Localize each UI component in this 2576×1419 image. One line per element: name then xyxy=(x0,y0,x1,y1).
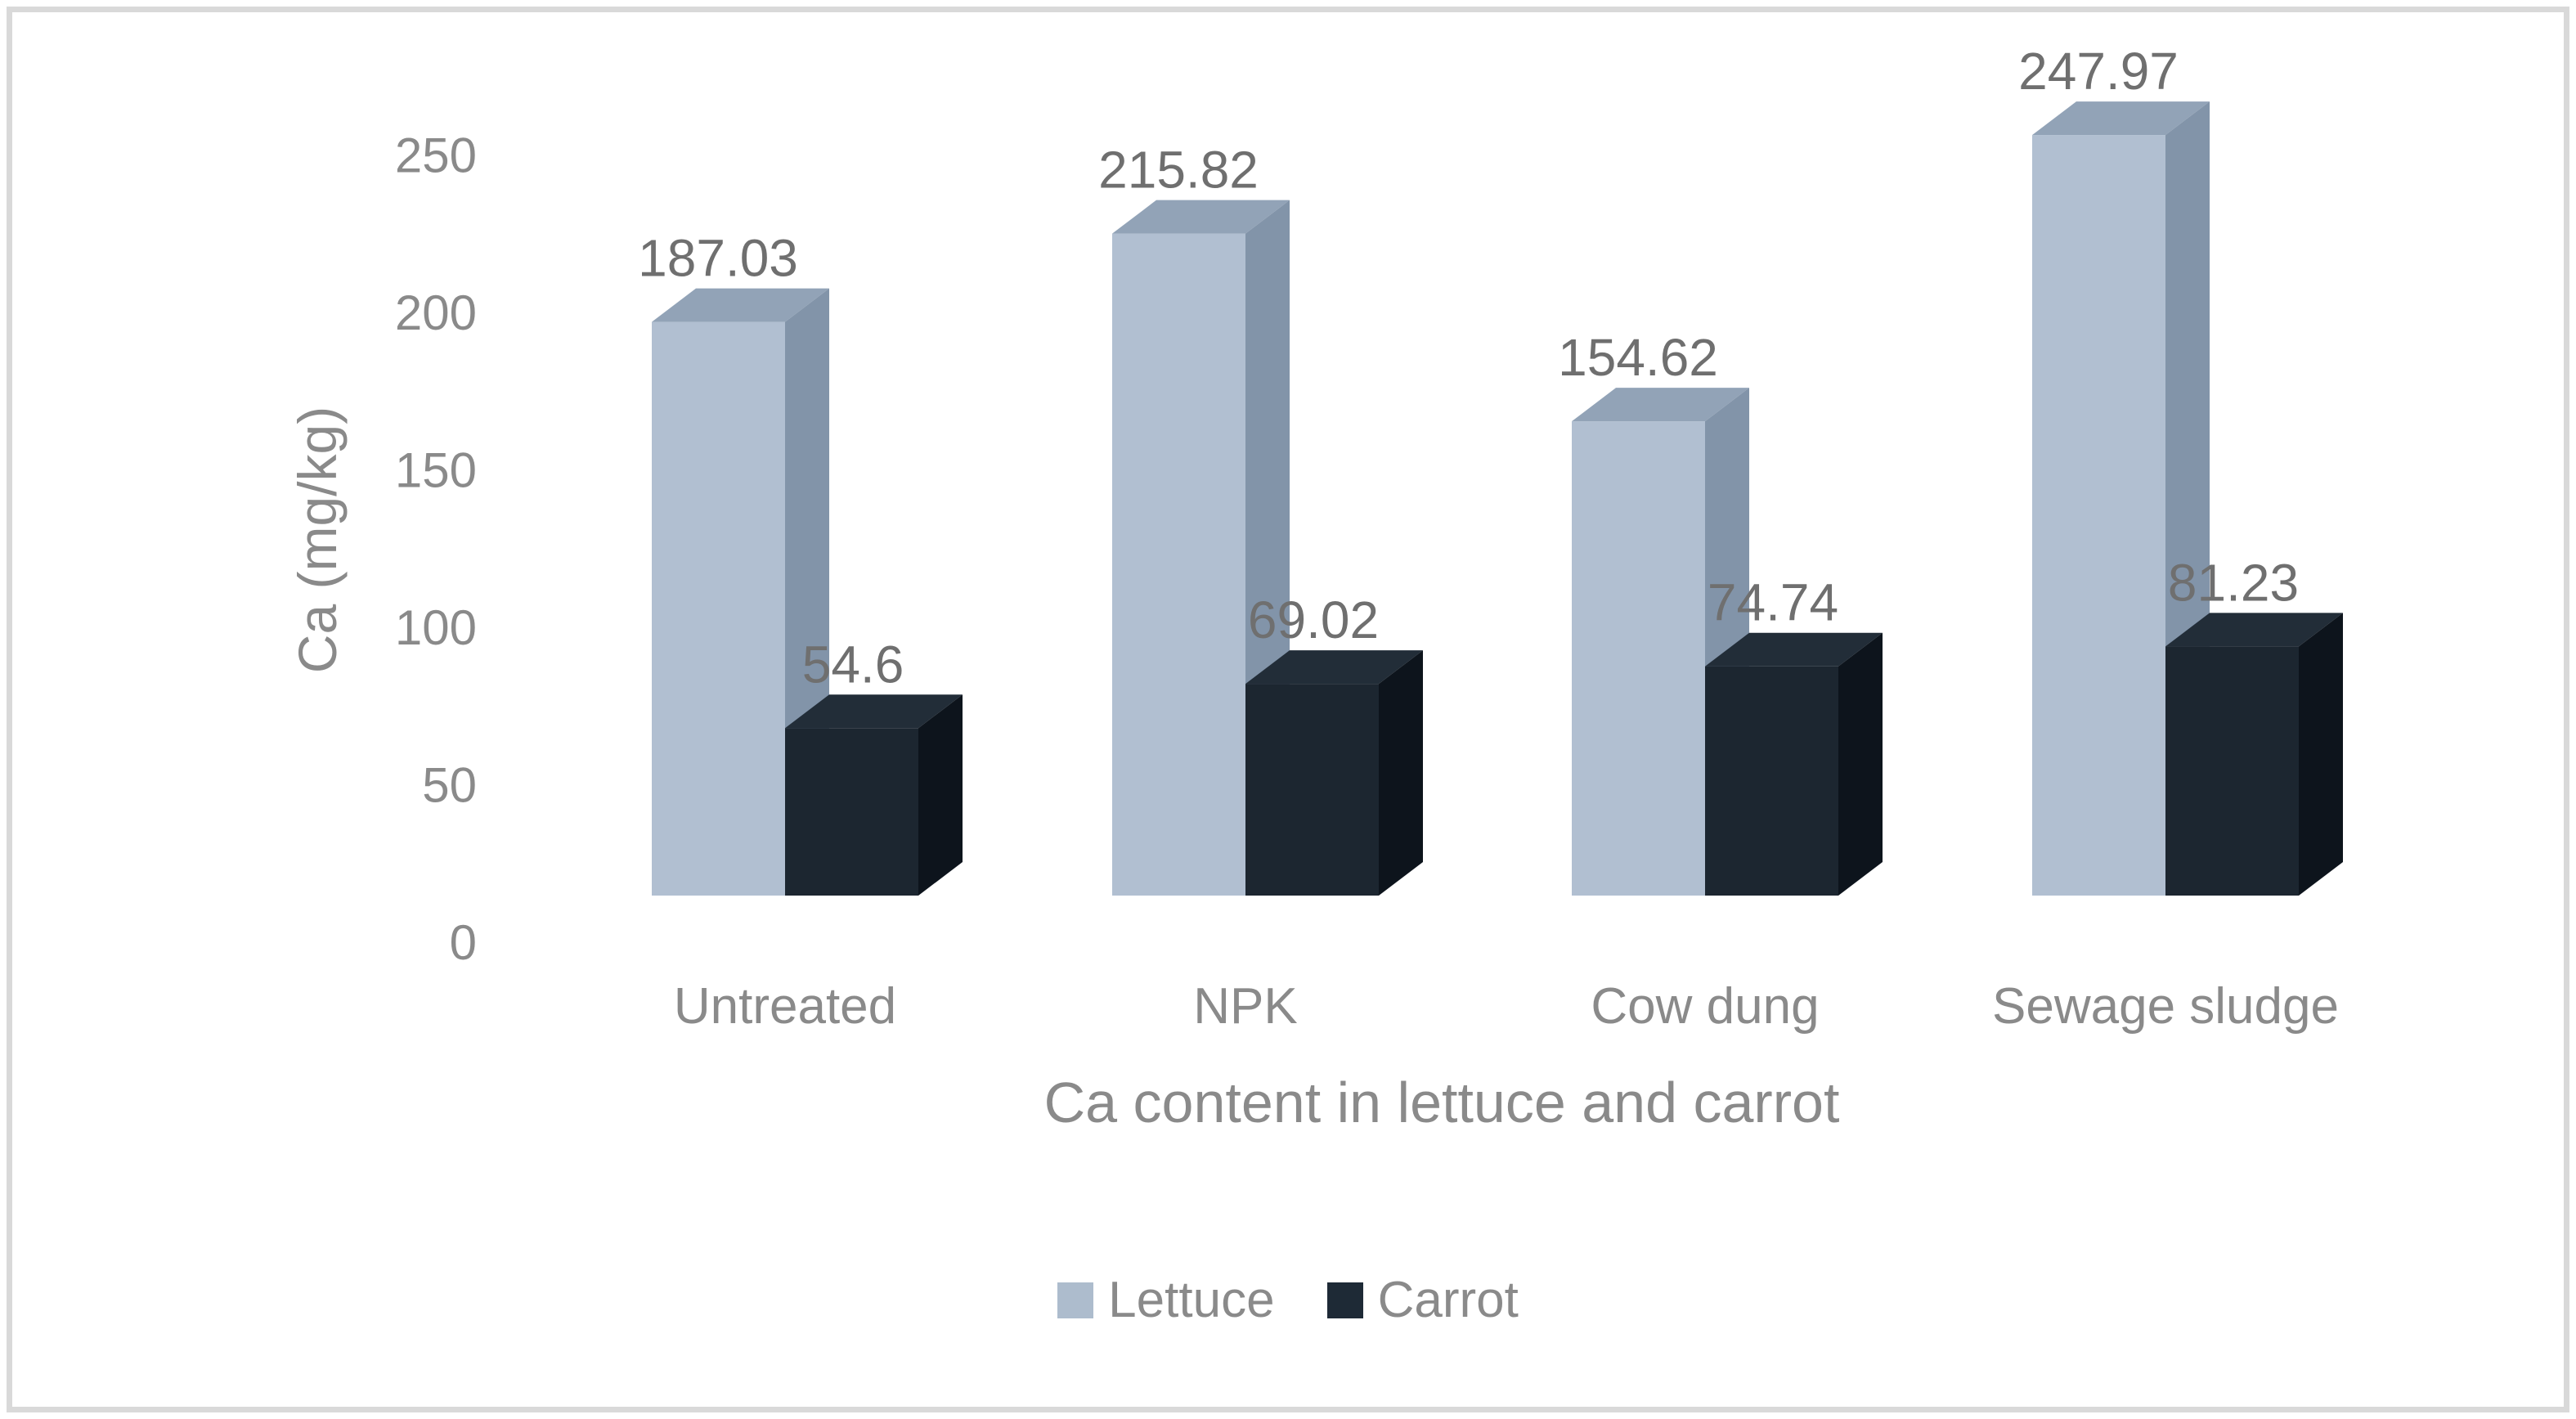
data-label-carrot-1: 69.02 xyxy=(1248,591,1379,649)
legend-label-carrot: Carrot xyxy=(1377,1272,1519,1328)
legend-item-lettuce: Lettuce xyxy=(1057,1272,1275,1328)
y-axis-title: Ca (mg/kg) xyxy=(287,406,348,674)
bar-lettuce-2-front xyxy=(1572,421,1705,896)
y-tick-100: 100 xyxy=(395,600,477,655)
bar-carrot-0-side xyxy=(918,694,963,896)
y-tick-150: 150 xyxy=(395,443,477,498)
bar-carrot-3-top xyxy=(2165,613,2343,647)
category-label-npk: NPK xyxy=(1193,978,1297,1035)
carrot-swatch-icon xyxy=(1326,1282,1363,1318)
bar-carrot-3-side xyxy=(2299,613,2343,896)
bar-lettuce-2-top xyxy=(1572,388,1749,422)
x-axis-title: Ca content in lettuce and carrot xyxy=(1043,1071,1840,1134)
bar-lettuce-0-top xyxy=(652,288,829,322)
bar-carrot-3-front xyxy=(2165,646,2299,896)
data-label-carrot-3: 81.23 xyxy=(2168,553,2299,612)
data-label-carrot-2: 74.74 xyxy=(1708,573,1838,632)
bar-carrot-2-front xyxy=(1705,666,1838,896)
y-tick-0: 0 xyxy=(450,915,477,970)
bar-carrot-0-top xyxy=(785,694,963,729)
bar-lettuce-0-front xyxy=(652,321,785,896)
bar-carrot-2-side xyxy=(1838,632,1883,896)
data-label-lettuce-1: 215.82 xyxy=(1098,141,1259,200)
y-tick-200: 200 xyxy=(395,285,477,340)
bar-carrot-1-side xyxy=(1379,650,1423,896)
bar-lettuce-3-front xyxy=(2032,135,2165,896)
lettuce-swatch-icon xyxy=(1057,1282,1094,1318)
category-label-sewage-sludge: Sewage sludge xyxy=(1992,978,2339,1035)
bar-lettuce-1-top xyxy=(1112,200,1290,234)
bar-carrot-2-top xyxy=(1705,632,1883,667)
data-label-carrot-0: 54.6 xyxy=(802,635,904,694)
category-label-untreated: Untreated xyxy=(674,978,896,1035)
y-tick-50: 50 xyxy=(422,758,477,813)
legend-label-lettuce: Lettuce xyxy=(1108,1272,1275,1328)
y-tick-250: 250 xyxy=(395,128,477,183)
bar-carrot-0-front xyxy=(785,728,918,896)
legend: Lettuce Carrot xyxy=(0,1275,2576,1326)
data-label-lettuce-3: 247.97 xyxy=(2018,42,2179,101)
data-label-lettuce-0: 187.03 xyxy=(638,229,798,288)
bar-lettuce-3-top xyxy=(2032,101,2210,136)
data-label-lettuce-2: 154.62 xyxy=(1558,328,1718,387)
bar-carrot-1-top xyxy=(1245,650,1423,685)
bar-carrot-1-front xyxy=(1245,684,1379,896)
bar-lettuce-1-front xyxy=(1112,233,1245,896)
legend-item-carrot: Carrot xyxy=(1326,1272,1519,1328)
category-label-cow-dung: Cow dung xyxy=(1591,978,1819,1035)
